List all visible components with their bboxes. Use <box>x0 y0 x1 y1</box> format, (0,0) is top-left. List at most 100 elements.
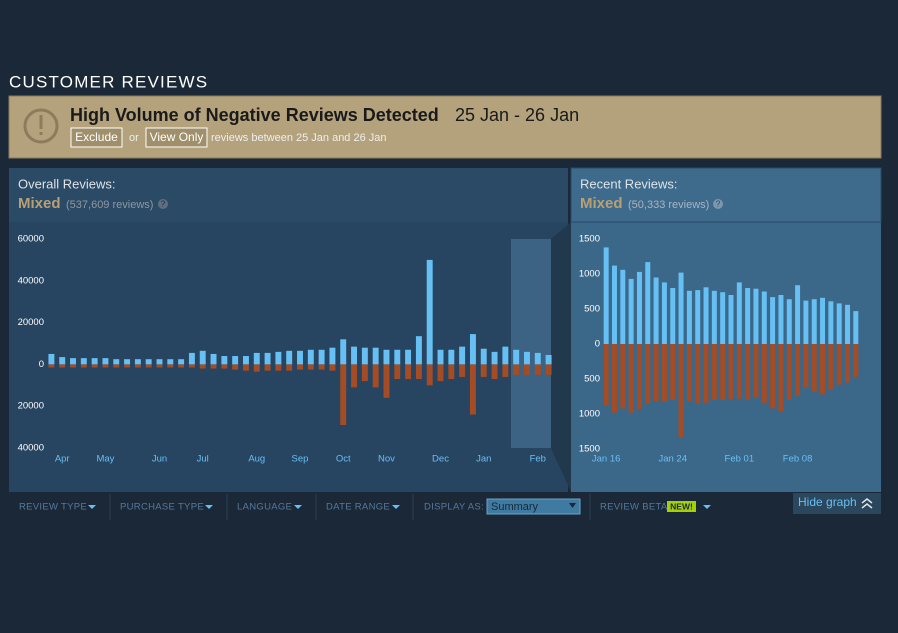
x-tick-label: Jan 16 <box>592 454 621 465</box>
bar <box>703 344 709 403</box>
bar <box>770 344 776 409</box>
alert-box <box>8 95 882 159</box>
bar <box>695 290 701 344</box>
bar <box>678 272 684 344</box>
help-icon-text[interactable]: ? <box>716 200 721 209</box>
bar <box>318 364 325 370</box>
bar <box>221 364 228 369</box>
bar <box>351 364 358 388</box>
collapse-icon[interactable] <box>861 503 873 509</box>
bar <box>736 282 742 344</box>
bar <box>770 297 776 344</box>
bar <box>167 364 174 368</box>
bar <box>437 349 444 365</box>
collapse-icon[interactable] <box>861 498 873 504</box>
bar <box>720 292 726 344</box>
filter-review-type[interactable]: REVIEW TYPE <box>19 502 87 513</box>
bar <box>221 356 228 365</box>
x-tick-label: Feb 01 <box>725 454 755 465</box>
bar <box>534 352 541 365</box>
bar <box>480 364 487 377</box>
bar <box>394 349 401 365</box>
bar <box>361 347 368 365</box>
exclude-label[interactable]: Exclude <box>75 130 118 144</box>
bar <box>545 364 552 375</box>
view-only-label[interactable]: View Only <box>150 130 204 144</box>
bar <box>329 347 336 365</box>
bar <box>156 364 163 368</box>
bar <box>80 364 87 368</box>
x-tick-label: Jun <box>152 454 167 465</box>
x-tick-label: Dec <box>432 454 449 465</box>
x-tick-label: Aug <box>248 454 265 465</box>
bar <box>491 351 498 365</box>
y-tick-label: 20000 <box>18 317 44 328</box>
bar <box>786 344 792 400</box>
bar <box>736 344 742 399</box>
bar <box>686 290 692 344</box>
recent-header <box>570 167 882 223</box>
x-tick-label: May <box>96 454 114 465</box>
overall-header <box>9 168 568 222</box>
x-tick-label: Jan 24 <box>658 454 687 465</box>
bar <box>513 364 520 375</box>
filter-purchase-type[interactable]: PURCHASE TYPE <box>120 502 204 513</box>
bar <box>845 344 851 383</box>
bar <box>636 344 642 410</box>
hide-graph-label[interactable]: Hide graph <box>798 495 857 509</box>
filter-bar <box>9 492 881 521</box>
bar <box>297 350 303 365</box>
display-select[interactable] <box>486 498 581 515</box>
bar <box>307 364 314 370</box>
bar <box>264 364 271 371</box>
bar <box>351 346 358 365</box>
exclude-button[interactable] <box>70 127 123 148</box>
bar <box>383 349 390 365</box>
recent-rating: Mixed <box>580 195 623 212</box>
dropdown-arrow[interactable] <box>88 505 96 509</box>
bar <box>820 344 826 395</box>
bar <box>778 295 784 344</box>
dropdown-arrow[interactable] <box>294 505 302 509</box>
bar <box>145 359 152 365</box>
bar <box>845 304 851 344</box>
display-value[interactable]: Summary <box>491 501 539 513</box>
y-tick-label: 40000 <box>18 443 44 454</box>
dropdown-arrow[interactable] <box>703 505 711 509</box>
select-arrow[interactable] <box>569 503 576 508</box>
bar <box>340 339 347 365</box>
bar <box>753 288 759 344</box>
bar <box>448 349 455 365</box>
help-icon[interactable] <box>713 199 723 209</box>
overall-label: Overall Reviews: <box>18 176 116 191</box>
bar <box>828 344 834 390</box>
filter-language[interactable]: LANGUAGE <box>237 502 292 513</box>
dropdown-arrow[interactable] <box>205 505 213 509</box>
bar <box>603 344 609 406</box>
new-badge <box>667 501 696 512</box>
display-as-label: DISPLAY AS: <box>424 502 484 513</box>
view-only-button[interactable] <box>145 127 208 148</box>
bar <box>361 364 368 382</box>
bar <box>307 349 314 365</box>
bar <box>242 364 249 371</box>
x-tick-label: Oct <box>336 454 351 465</box>
filter-review-beta[interactable]: REVIEW BETA <box>600 502 668 513</box>
help-icon[interactable] <box>158 199 168 209</box>
help-icon-text[interactable]: ? <box>161 200 166 209</box>
bar <box>124 359 131 365</box>
bar <box>232 356 239 365</box>
bar <box>480 348 487 365</box>
bar <box>318 349 325 365</box>
bar <box>703 287 709 344</box>
x-tick-label: Feb <box>530 454 546 465</box>
alert-dates: 25 Jan - 26 Jan <box>455 105 579 125</box>
filter-date-range[interactable]: DATE RANGE <box>326 502 390 513</box>
bar <box>803 300 809 344</box>
bar <box>545 354 552 365</box>
bar <box>415 336 422 365</box>
dropdown-arrow[interactable] <box>392 505 400 509</box>
bar <box>91 364 98 368</box>
hide-graph-button[interactable] <box>793 493 881 514</box>
bar <box>91 358 98 365</box>
